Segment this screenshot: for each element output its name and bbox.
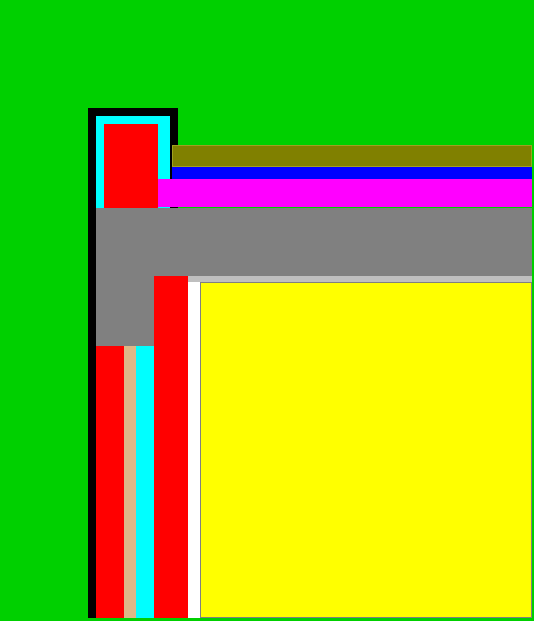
magenta-strip xyxy=(158,179,532,207)
red-right-col xyxy=(154,276,188,618)
tan-sliver xyxy=(124,346,136,618)
blue-strip xyxy=(172,167,532,179)
gray-main xyxy=(96,208,532,276)
cyan-sliver xyxy=(136,346,154,618)
olive-strip xyxy=(172,145,532,167)
gray-drop xyxy=(96,276,154,346)
diagram-stage xyxy=(0,0,534,621)
yellow-panel xyxy=(200,282,532,618)
red-top-block xyxy=(104,124,158,208)
white-gap xyxy=(188,276,200,618)
red-left-col xyxy=(96,346,124,618)
